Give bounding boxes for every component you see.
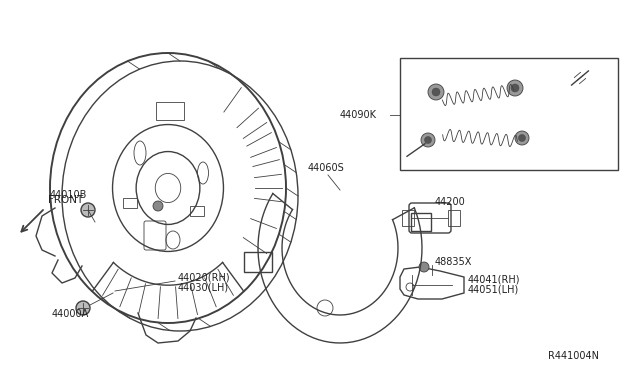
Text: 44051(LH): 44051(LH) xyxy=(468,285,519,295)
Text: 44200: 44200 xyxy=(435,197,466,207)
Circle shape xyxy=(518,135,525,141)
Bar xyxy=(190,206,204,216)
Circle shape xyxy=(432,88,440,96)
Bar xyxy=(412,214,431,231)
Bar xyxy=(448,210,460,226)
Circle shape xyxy=(424,137,431,144)
Bar xyxy=(123,198,137,208)
Circle shape xyxy=(421,133,435,147)
Text: 44000A: 44000A xyxy=(52,309,89,319)
Circle shape xyxy=(76,301,90,315)
Text: 44020(RH): 44020(RH) xyxy=(178,272,230,282)
Text: 44041(RH): 44041(RH) xyxy=(468,275,520,285)
Circle shape xyxy=(507,80,523,96)
Text: 44090K: 44090K xyxy=(340,110,377,120)
Circle shape xyxy=(511,84,519,92)
Text: 48835X: 48835X xyxy=(435,257,472,267)
Circle shape xyxy=(81,203,95,217)
Text: 44060S: 44060S xyxy=(308,163,345,173)
Circle shape xyxy=(428,84,444,100)
Text: 44010B: 44010B xyxy=(50,190,88,200)
Bar xyxy=(156,102,184,119)
Text: 44030(LH): 44030(LH) xyxy=(178,282,229,292)
Bar xyxy=(244,253,272,273)
Circle shape xyxy=(153,201,163,211)
Text: R441004N: R441004N xyxy=(548,351,599,361)
Circle shape xyxy=(419,262,429,272)
Text: FRONT: FRONT xyxy=(48,195,83,205)
Circle shape xyxy=(515,131,529,145)
Bar xyxy=(402,210,414,226)
Bar xyxy=(400,58,618,170)
